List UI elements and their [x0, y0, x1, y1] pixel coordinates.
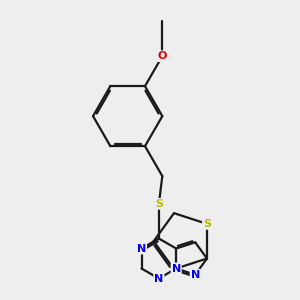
Text: N: N: [137, 244, 146, 254]
Text: N: N: [190, 270, 200, 280]
Text: O: O: [158, 51, 167, 61]
Text: S: S: [203, 219, 211, 229]
Text: N: N: [154, 274, 164, 284]
Text: S: S: [155, 199, 163, 209]
Text: N: N: [172, 263, 181, 274]
